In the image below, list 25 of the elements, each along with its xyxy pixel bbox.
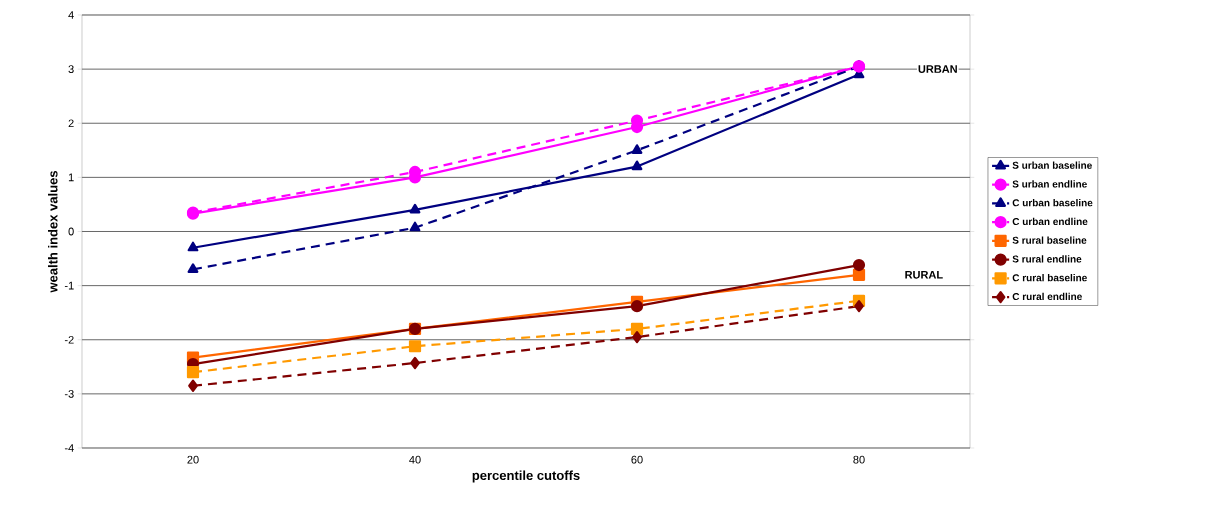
legend-label: C urban baseline xyxy=(1012,199,1093,207)
y-tick-label: -2 xyxy=(64,335,74,344)
y-tick-label: 1 xyxy=(68,173,74,182)
y-tick-label: -3 xyxy=(64,389,74,398)
x-tick-label: 20 xyxy=(187,455,199,464)
x-axis-title: percentile cutoffs xyxy=(472,470,580,483)
legend-label: S urban endline xyxy=(1012,180,1087,188)
legend-label: C rural endline xyxy=(1012,292,1082,301)
y-tick-label: 2 xyxy=(68,119,74,128)
x-tick-label: 60 xyxy=(631,455,643,464)
legend-label: S rural endline xyxy=(1012,255,1082,263)
legend-label: S urban baseline xyxy=(1012,161,1092,169)
y-tick-label: 4 xyxy=(68,11,74,19)
y-tick-label: -1 xyxy=(64,281,74,290)
annotation: RURAL xyxy=(905,270,943,279)
y-axis-title: wealth index values xyxy=(48,170,58,293)
legend-label: S rural baseline xyxy=(1012,236,1087,244)
x-tick-label: 40 xyxy=(409,455,421,464)
y-tick-label: 3 xyxy=(68,65,74,74)
x-tick-label: 80 xyxy=(853,455,865,464)
annotation: URBAN xyxy=(918,65,957,73)
y-tick-label: -4 xyxy=(64,444,74,452)
legend-label: C rural baseline xyxy=(1012,273,1087,282)
legend-label: C urban endline xyxy=(1012,217,1088,226)
y-tick-label: 0 xyxy=(68,227,74,236)
